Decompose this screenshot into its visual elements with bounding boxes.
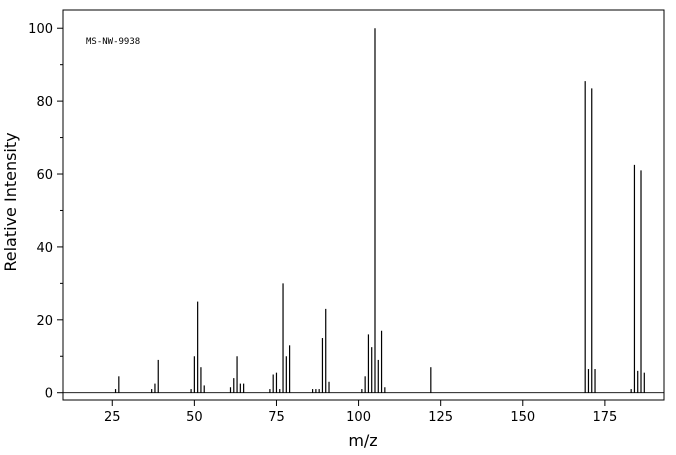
annotation: MS-NW-9938 bbox=[86, 37, 140, 47]
x-tick-label: 75 bbox=[268, 410, 285, 425]
x-tick-label: 125 bbox=[428, 410, 453, 425]
x-tick-label: 50 bbox=[186, 410, 203, 425]
y-tick-label: 100 bbox=[28, 22, 53, 37]
x-tick-label: 150 bbox=[510, 410, 535, 425]
y-axis-label: Relative Intensity bbox=[1, 132, 20, 271]
y-tick-label: 60 bbox=[36, 168, 53, 183]
y-tick-label: 80 bbox=[36, 95, 53, 110]
y-tick-label: 40 bbox=[36, 241, 53, 256]
y-tick-label: 20 bbox=[36, 314, 53, 329]
x-axis-label: m/z bbox=[348, 431, 377, 450]
plot-frame bbox=[62, 9, 665, 401]
x-tick-label: 175 bbox=[592, 410, 617, 425]
x-tick-label: 25 bbox=[104, 410, 121, 425]
y-tick-label: 0 bbox=[45, 387, 53, 402]
x-tick-label: 100 bbox=[346, 410, 371, 425]
